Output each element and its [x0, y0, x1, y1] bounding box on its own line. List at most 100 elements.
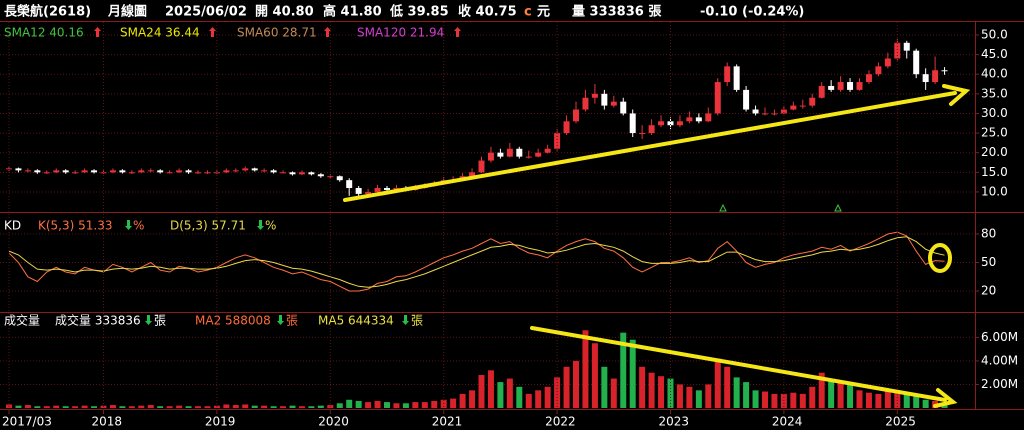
volume-bar	[809, 386, 816, 408]
legend-entry: MA2 588008	[195, 314, 271, 328]
volume-bar	[544, 386, 551, 408]
volume-bar	[185, 406, 192, 408]
volume-bar	[884, 389, 891, 408]
volume-bar	[24, 405, 31, 408]
volume-bar	[686, 386, 693, 408]
candle-body	[166, 172, 173, 174]
x-tick-label: 2025	[885, 415, 916, 429]
candle-body	[6, 168, 12, 170]
low: 低 39.85	[389, 4, 449, 20]
volume-bar	[308, 406, 315, 408]
candle-body	[714, 82, 721, 114]
volume-bar	[280, 406, 287, 408]
y-tick-label: 50.0	[981, 27, 1008, 41]
y-tick-label: 4.00M	[981, 353, 1018, 367]
volume-bar	[15, 405, 22, 408]
y-tick-label: 40.0	[981, 67, 1008, 81]
candle-body	[676, 121, 683, 126]
volume-bar	[865, 392, 872, 408]
markers	[719, 203, 842, 212]
volume-bar	[487, 370, 494, 408]
volume-bar	[421, 402, 428, 408]
volume-bar	[771, 393, 778, 408]
legend-unit: 張	[411, 314, 423, 328]
volume-trend-arrowhead	[933, 388, 958, 408]
candle-body	[298, 172, 305, 175]
candle-body	[242, 168, 249, 171]
volume-bar	[837, 382, 844, 408]
candle-body	[53, 170, 60, 173]
candle-body	[195, 172, 201, 174]
volume-bar	[459, 393, 466, 408]
volume-bar	[223, 404, 230, 408]
y-tick-label: 50	[981, 255, 996, 269]
volume-bar	[81, 405, 88, 408]
currency-icon: c	[524, 5, 532, 20]
candle-body	[790, 105, 797, 110]
volume-bar	[591, 343, 598, 408]
x-tick-label: 2023	[659, 415, 690, 429]
candle-body	[62, 170, 69, 173]
legend-unit: 張	[286, 314, 298, 328]
candle-body	[24, 170, 31, 172]
volume-bar	[828, 379, 835, 408]
volume-bar	[232, 405, 239, 408]
change: -0.10 (-0.24%)	[700, 5, 804, 20]
legend-unit: %	[265, 219, 276, 233]
volume-bar	[894, 390, 901, 408]
volume-bar	[601, 366, 608, 408]
candle-body	[610, 101, 617, 106]
candle-body	[932, 70, 939, 83]
candle-body	[365, 191, 372, 194]
volume-bar	[53, 405, 60, 408]
candle-body	[743, 89, 750, 110]
x-tick-label: 2018	[92, 415, 123, 429]
candle-body	[280, 172, 287, 174]
candle-body	[601, 93, 608, 106]
volume-bar	[714, 358, 721, 408]
annotations	[343, 84, 971, 408]
candle-body	[733, 66, 740, 90]
volume-bar	[903, 393, 910, 408]
candle-body	[724, 66, 731, 83]
candle-body	[535, 152, 542, 157]
volume-bar	[620, 332, 627, 408]
arrow-up	[454, 27, 461, 37]
legend-unit: %	[133, 219, 144, 233]
x-tick-label: 2022	[545, 415, 576, 429]
y-tick-label: 25.0	[981, 126, 1008, 140]
candle-body	[875, 66, 882, 75]
volume-bar	[856, 390, 863, 408]
candle-body	[317, 174, 324, 177]
volume-bar	[72, 406, 79, 408]
volume-bar	[450, 398, 457, 408]
legend-entry: SMA24 36.44	[120, 26, 200, 40]
volume-bar	[138, 405, 145, 408]
volume-bar	[204, 406, 211, 408]
candle-body	[109, 170, 116, 173]
candle-body	[591, 93, 598, 98]
volume-bar	[346, 399, 353, 408]
volume-bar	[43, 406, 50, 408]
trend-arrowhead	[942, 84, 971, 106]
currency: 元	[537, 5, 550, 20]
arrow-up	[324, 27, 331, 37]
x-tick-label: 2021	[432, 415, 463, 429]
volume-bar	[922, 399, 929, 408]
candle-body	[648, 125, 655, 134]
legend-entry: SMA12 40.16	[4, 26, 84, 40]
candle-body	[308, 172, 315, 175]
volume-bar	[91, 406, 98, 408]
y-tick-label: 2.00M	[981, 377, 1018, 391]
volume-bar	[431, 400, 438, 408]
candle-body	[223, 170, 230, 173]
volume-bar	[402, 403, 409, 408]
candle-body	[43, 172, 50, 174]
candle-body	[119, 170, 126, 173]
volume-bar	[629, 339, 636, 408]
open: 開 40.80	[255, 5, 314, 20]
header: 長榮航(2618) 月線圖 2025/06/02 開 40.80 高 41.80…	[4, 4, 804, 20]
legend-unit: 張	[154, 314, 166, 328]
candle-body	[828, 85, 835, 90]
